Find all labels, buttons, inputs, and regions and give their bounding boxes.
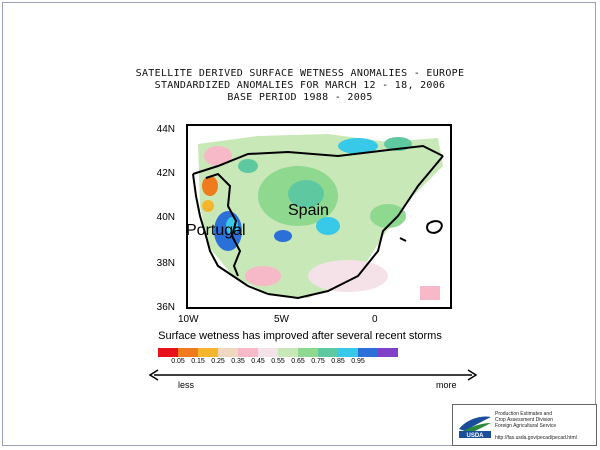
lat-label-44n: 44N [156, 124, 175, 135]
title-line-3: BASE PERIOD 1988 - 2005 [227, 92, 373, 103]
coastlines [192, 144, 444, 300]
color-legend-bar [158, 348, 398, 357]
usda-logo-icon: USDA [459, 416, 491, 439]
legend-tick-label: 0.65 [291, 358, 305, 365]
usda-line-1: Production Estimates and [495, 411, 552, 417]
title-line-1: SATELLITE DERIVED SURFACE WETNESS ANOMAL… [135, 68, 465, 79]
legend-swatch [318, 348, 338, 357]
legend-more-label: more [436, 380, 457, 390]
label-portugal: Portugal [186, 222, 246, 239]
label-spain: Spain [288, 202, 329, 219]
lon-label-10w: 10W [178, 314, 199, 325]
legend-tick-label: 0.15 [191, 358, 205, 365]
slide-frame [2, 2, 596, 446]
lat-label-36n: 36N [156, 302, 175, 313]
legend-swatch [298, 348, 318, 357]
lon-label-0: 0 [372, 314, 378, 325]
lat-label-40n: 40N [156, 212, 175, 223]
usda-url[interactable]: http://fas.usda.gov/pecad/pecad.html [495, 435, 577, 441]
portugal-spain-border [205, 172, 242, 277]
usda-badge: USDA Production Estimates and Crop Asses… [452, 404, 597, 446]
legend-swatch [238, 348, 258, 357]
legend-swatch [178, 348, 198, 357]
lat-label-42n: 42N [156, 168, 175, 179]
legend-tick-label: 0.85 [331, 358, 345, 365]
wetness-anomaly-map [186, 124, 452, 309]
title-line-2: STANDARDIZED ANOMALIES FOR MARCH 12 - 18… [154, 80, 446, 91]
usda-logo-text: USDA [466, 433, 484, 439]
legend-swatch [338, 348, 358, 357]
legend-tick-label: 0.25 [211, 358, 225, 365]
lat-label-38n: 38N [156, 258, 175, 269]
legend-tick-label: 0.75 [311, 358, 325, 365]
legend-swatch [218, 348, 238, 357]
usda-line-2: Crop Assessment Division [495, 417, 554, 423]
legend-tick-label: 0.35 [231, 358, 245, 365]
legend-swatch [198, 348, 218, 357]
legend-swatch [378, 348, 398, 357]
legend-less-label: less [178, 380, 195, 390]
legend-tick-label: 0.45 [251, 358, 265, 365]
map-canvas [192, 134, 444, 300]
map-caption: Surface wetness has improved after sever… [158, 330, 442, 342]
legend-swatch [158, 348, 178, 357]
legend-tick-label: 0.05 [171, 358, 185, 365]
lon-label-5w: 5W [274, 314, 289, 325]
usda-line-3: Foreign Agricultural Service [495, 423, 557, 429]
legend-swatch [258, 348, 278, 357]
legend-swatch [358, 348, 378, 357]
legend-tick-label: 0.95 [351, 358, 365, 365]
map-title: SATELLITE DERIVED SURFACE WETNESS ANOMAL… [0, 68, 600, 104]
legend-swatch [278, 348, 298, 357]
less-more-arrow [148, 369, 478, 381]
legend-tick-label: 0.55 [271, 358, 285, 365]
